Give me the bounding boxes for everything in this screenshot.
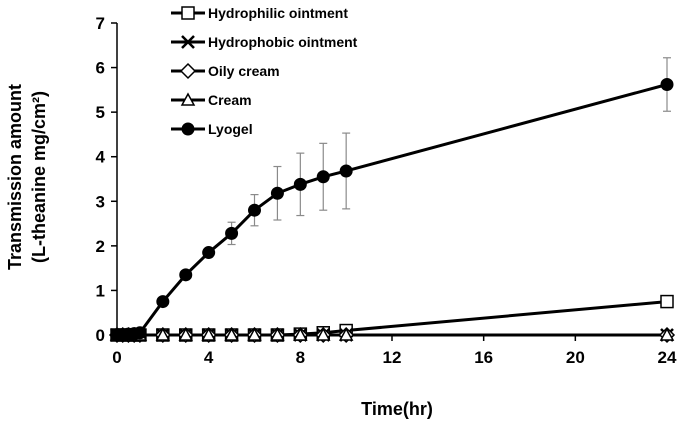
y-tick-label: 6 <box>96 59 105 78</box>
data-point <box>270 327 285 341</box>
data-point <box>315 327 331 341</box>
y-tick-label: 4 <box>96 148 106 167</box>
x-tick-label: 8 <box>296 348 305 367</box>
x-axis-title: Time(hr) <box>361 399 433 419</box>
series-lines <box>117 83 668 337</box>
data-point <box>660 294 674 309</box>
y-tick-label: 0 <box>96 326 105 345</box>
data-point <box>178 327 194 341</box>
data-point <box>659 327 675 341</box>
legend-label: Lyogel <box>208 121 253 137</box>
data-point <box>133 326 147 340</box>
y-axis-title-line1: Transmission amount <box>5 84 25 270</box>
data-point <box>293 327 308 341</box>
data-point <box>224 327 239 341</box>
y-tick-label: 1 <box>96 281 105 300</box>
y-tick-label: 2 <box>96 237 105 256</box>
series-markers <box>108 78 676 344</box>
data-point <box>225 226 239 240</box>
error-bars <box>227 57 671 246</box>
data-point <box>155 327 171 341</box>
legend-label: Cream <box>208 92 252 108</box>
data-point <box>179 62 197 80</box>
y-tick-label: 7 <box>96 14 105 33</box>
data-point <box>247 327 262 341</box>
data-point <box>179 268 193 282</box>
data-point <box>181 35 195 49</box>
data-point <box>293 177 307 191</box>
data-point <box>248 203 261 217</box>
data-point <box>202 246 216 260</box>
x-tick-label: 20 <box>566 348 585 367</box>
data-point <box>270 186 284 200</box>
x-tick-label: 16 <box>474 348 493 367</box>
data-point <box>339 164 353 178</box>
legend-label: Hydrophobic ointment <box>208 34 358 50</box>
legend-label: Hydrophilic ointment <box>208 5 348 21</box>
x-tick-label: 0 <box>112 348 121 367</box>
data-point <box>338 327 354 341</box>
x-tick-label: 4 <box>204 348 214 367</box>
legend: Hydrophilic ointment Hydrophobic ointment… <box>171 5 358 137</box>
data-point <box>181 122 195 136</box>
data-point <box>660 78 674 92</box>
data-point <box>316 170 330 184</box>
y-axis-title-line2: (L-theanine mg/cm²) <box>29 91 49 263</box>
series-line <box>117 83 668 337</box>
x-tick-label: 12 <box>383 348 402 367</box>
x-tick-label: 24 <box>658 348 677 367</box>
legend-label: Oily cream <box>208 63 280 79</box>
y-tick-label: 5 <box>96 103 105 122</box>
data-point <box>181 6 195 20</box>
series-line <box>117 300 668 337</box>
data-point <box>156 295 170 309</box>
data-point <box>180 92 196 106</box>
y-tick-label: 3 <box>96 192 105 211</box>
data-point <box>201 327 216 341</box>
